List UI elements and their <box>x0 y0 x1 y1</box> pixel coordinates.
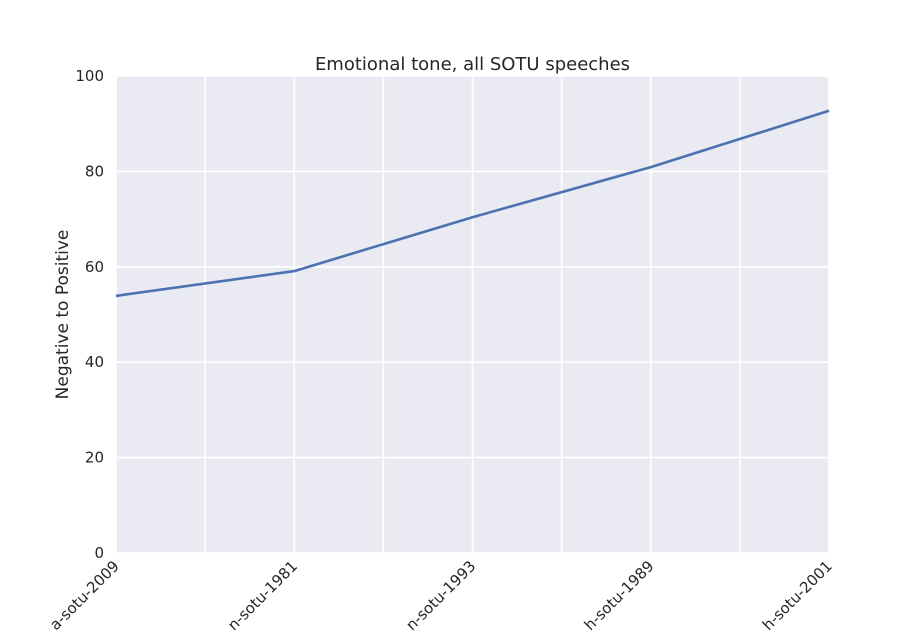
x-tick-labels: a-sotu-2009 n-sotu-1981 n-sotu-1993 h-sotu-… <box>46 557 836 633</box>
gridlines <box>115 75 830 554</box>
series-group <box>115 109 830 298</box>
x-tick-label: h-sotu-1989 <box>581 557 658 633</box>
y-tick-labels: 0 20 40 60 80 100 <box>75 67 104 562</box>
x-tick-label: a-sotu-2009 <box>46 557 123 633</box>
y-axis-label: Negative to Positive <box>53 230 73 400</box>
y-tick-label: 60 <box>85 258 104 276</box>
y-tick-label: 80 <box>85 162 104 180</box>
y-tick-label: 0 <box>94 544 104 562</box>
x-tick-label: n-sotu-1993 <box>402 557 479 633</box>
x-tick-label: h-sotu-2001 <box>759 557 836 633</box>
x-tick-label: n-sotu-1981 <box>224 557 301 633</box>
y-tick-label: 100 <box>75 67 104 85</box>
series-line <box>115 109 830 298</box>
y-tick-label: 20 <box>85 449 104 467</box>
chart-title: Emotional tone, all SOTU speeches <box>315 54 630 75</box>
y-tick-label: 40 <box>85 353 104 371</box>
